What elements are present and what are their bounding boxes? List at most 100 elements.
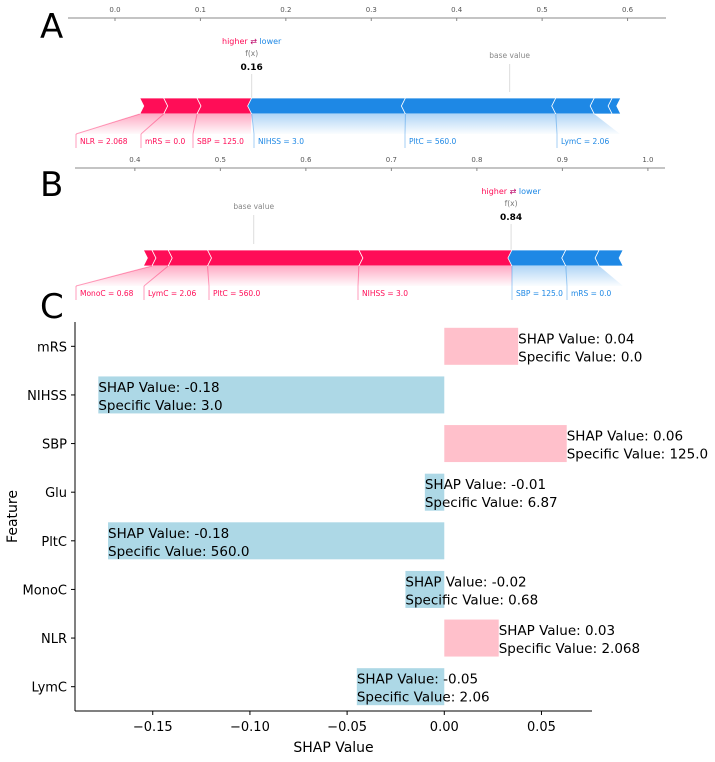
x-tick-label: 0.2 (280, 6, 291, 14)
x-tick-label: −0.15 (133, 720, 173, 735)
force-segment-pos (168, 250, 211, 266)
legend-higher-lower: higher ⇄ lower (481, 187, 541, 196)
x-tick-label: 0.1 (195, 6, 206, 14)
x-tick-label: 0.5 (215, 156, 226, 164)
segment-label: mRS = 0.0 (571, 289, 611, 298)
force-segment-neg (552, 98, 594, 114)
segment-label: mRS = 0.0 (145, 137, 185, 146)
force-segment-neg (562, 250, 599, 266)
segment-label: LymC = 2.06 (561, 137, 609, 146)
bar-annotation: Specific Value: 125.0 (567, 447, 708, 463)
y-tick-label: mRS (37, 340, 67, 355)
x-tick-label: 0.0 (109, 6, 120, 14)
segment-label: SBP = 125.0 (516, 289, 563, 298)
segment-label: NIHSS = 3.0 (258, 137, 304, 146)
bar-annotation: SHAP Value: -0.18 (98, 380, 219, 396)
segment-label: MonoC = 0.68 (80, 289, 134, 298)
segment-shading (556, 114, 620, 134)
bar-SBP (444, 425, 566, 462)
swap-arrows-icon: ⇄ (250, 37, 259, 46)
bar-annotation: SHAP Value: -0.02 (405, 574, 526, 590)
segment-shading (405, 114, 557, 134)
legend-higher: higher (222, 37, 250, 46)
legend-lower: lower (259, 37, 282, 46)
segment-label: NLR = 2.068 (80, 137, 128, 146)
x-tick-label: 0.6 (300, 156, 312, 164)
y-tick-label: Glu (45, 486, 67, 501)
panel-letter-a: A (40, 7, 63, 47)
y-tick-label: NLR (41, 632, 67, 647)
segment-shading (566, 266, 623, 286)
force-segment-pos (164, 98, 201, 114)
bar-annotation: Specific Value: 0.0 (518, 349, 642, 365)
y-tick-label: NIHSS (27, 389, 67, 404)
panel-letter-b: B (40, 165, 63, 205)
bar-NLR (444, 620, 498, 657)
force-segment-neg (248, 98, 406, 114)
legend-higher-lower: higher ⇄ lower (222, 37, 282, 46)
segment-label: NIHSS = 3.0 (362, 289, 408, 298)
force-segment-pos (140, 98, 168, 114)
x-tick-label: 1.0 (642, 156, 653, 164)
y-tick-label: SBP (42, 438, 67, 453)
legend-higher: higher (481, 187, 509, 196)
x-tick-label: 0.8 (471, 156, 482, 164)
x-tick-label: 0.3 (366, 6, 377, 14)
x-tick-label: −0.10 (230, 720, 270, 735)
fx-value: 0.16 (241, 63, 263, 73)
segment-shading (252, 114, 406, 134)
segment-shading (193, 114, 252, 134)
segment-shading (512, 266, 567, 286)
fx-label: f(x) (245, 49, 258, 58)
bar-annotation: Specific Value: 2.06 (357, 690, 490, 706)
base-value-label: base value (489, 51, 530, 60)
bar-annotation: Specific Value: 0.68 (405, 592, 538, 608)
y-tick-label: LymC (32, 681, 67, 696)
base-value-label: base value (233, 202, 274, 211)
force-segment-pos (359, 250, 516, 266)
panel-letter-c: C (40, 287, 64, 327)
segment-label: PltC = 560.0 (409, 137, 457, 146)
bar-annotation: Specific Value: 3.0 (98, 398, 222, 414)
bar-mRS (444, 328, 518, 365)
segment-label: SBP = 125.0 (197, 137, 244, 146)
x-tick-label: 0.5 (537, 6, 548, 14)
x-tick-label: 0.05 (527, 720, 556, 735)
x-tick-label: 0.00 (430, 720, 459, 735)
force-segment-pos (197, 98, 256, 114)
bar-annotation: SHAP Value: -0.18 (108, 526, 229, 542)
force-segment-neg (508, 250, 566, 266)
swap-arrows-icon: ⇄ (510, 187, 519, 196)
x-tick-label: 0.9 (557, 156, 568, 164)
bar-annotation: Specific Value: 6.87 (425, 495, 558, 511)
bar-annotation: SHAP Value: -0.05 (357, 672, 478, 688)
segment-label: LymC = 2.06 (148, 289, 196, 298)
x-tick-label: 0.6 (622, 6, 634, 14)
segment-label: PltC = 560.0 (213, 289, 261, 298)
x-tick-label: 0.4 (129, 156, 141, 164)
force-segment-neg (595, 250, 623, 266)
x-tick-label: −0.05 (327, 720, 367, 735)
force-segment-neg (401, 98, 555, 114)
bar-annotation: SHAP Value: 0.06 (567, 429, 683, 445)
x-tick-label: 0.7 (386, 156, 397, 164)
legend-lower: lower (519, 187, 542, 196)
fx-label: f(x) (505, 199, 518, 208)
bar-annotation: Specific Value: 560.0 (108, 544, 249, 560)
bar-annotation: SHAP Value: 0.03 (499, 623, 615, 639)
fx-value: 0.84 (500, 213, 522, 223)
x-tick-label: 0.4 (451, 6, 463, 14)
y-tick-label: MonoC (23, 583, 67, 598)
bar-annotation: SHAP Value: 0.04 (518, 331, 634, 347)
segment-shading (358, 266, 512, 286)
segment-shading (208, 266, 359, 286)
y-axis-title: Feature (5, 490, 21, 543)
bar-annotation: Specific Value: 2.068 (499, 641, 640, 657)
x-axis-title: SHAP Value (293, 740, 373, 756)
y-tick-label: PltC (41, 535, 67, 550)
bar-annotation: SHAP Value: -0.01 (425, 477, 546, 493)
force-segment-pos (208, 250, 363, 266)
shap-bar-chart: mRS SHAP Value: 0.04 Specific Value: 0.0 NI… (5, 322, 708, 756)
